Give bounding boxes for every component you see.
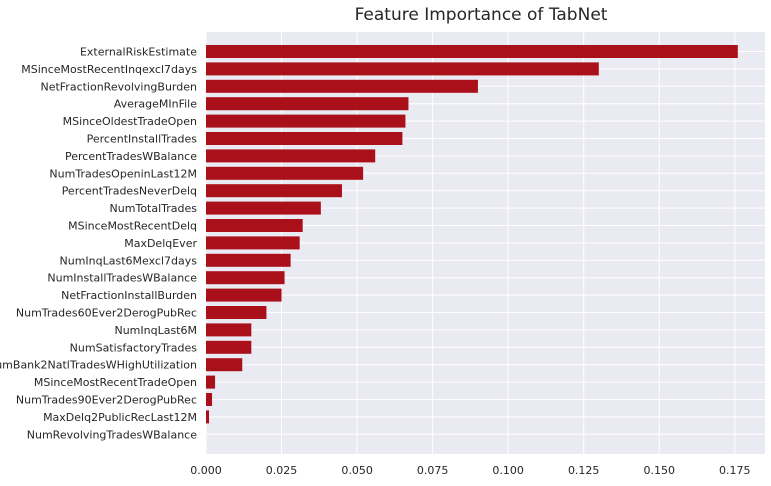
- category-label: NetFractionRevolvingBurden: [40, 80, 197, 93]
- category-label: NumTradesOpeninLast12M: [49, 167, 197, 180]
- bar: [206, 323, 252, 337]
- chart-title: Feature Importance of TabNet: [355, 5, 608, 25]
- bar: [206, 62, 599, 76]
- x-tick-label: 0.175: [719, 464, 751, 477]
- category-label: PercentInstallTrades: [87, 133, 198, 146]
- category-label: ExternalRiskEstimate: [80, 46, 197, 59]
- category-label: MSinceOldestTradeOpen: [63, 115, 197, 128]
- bar: [206, 97, 409, 111]
- bar: [206, 201, 321, 215]
- category-label: NumRevolvingTradesWBalance: [27, 428, 197, 441]
- bar: [206, 114, 406, 128]
- category-label: PercentTradesWBalance: [65, 150, 197, 163]
- bar: [206, 79, 478, 93]
- category-label: NumSatisfactoryTrades: [70, 341, 198, 354]
- x-tick-labels: 0.000 0.025 0.050 0.075 0.100 0.125 0.150 0.175: [190, 464, 750, 477]
- bar: [206, 340, 252, 354]
- category-label: MSinceMostRecentDelq: [68, 220, 197, 233]
- bar: [206, 132, 403, 145]
- x-tick-label: 0.150: [643, 464, 675, 477]
- category-label: MSinceMostRecentInqexcl7days: [21, 63, 197, 76]
- bar: [206, 236, 300, 250]
- x-tick-label: 0.075: [417, 464, 449, 477]
- x-tick-label: 0.025: [266, 464, 298, 477]
- category-label: NetFractionInstallBurden: [61, 289, 197, 302]
- bar: [206, 219, 303, 232]
- bar: [206, 410, 210, 424]
- category-label: AverageMInFile: [114, 98, 198, 111]
- x-tick-label: 0.100: [492, 464, 524, 477]
- category-label: NumTotalTrades: [110, 202, 198, 215]
- category-label: NumBank2NatlTradesWHighUtilization: [0, 359, 197, 372]
- bar: [206, 45, 738, 58]
- bar: [206, 253, 291, 267]
- x-tick-label: 0.050: [341, 464, 373, 477]
- bar: [206, 306, 267, 319]
- category-label: MaxDelq2PublicRecLast12M: [43, 411, 197, 424]
- bar: [206, 166, 364, 180]
- bar: [206, 288, 282, 302]
- bar: [206, 184, 342, 198]
- bar: [206, 271, 285, 285]
- category-label: NumInqLast6M: [114, 324, 197, 337]
- category-label: NumInstallTradesWBalance: [47, 272, 197, 285]
- category-label: NumTrades90Ever2DerogPubRec: [16, 394, 197, 407]
- bar: [206, 358, 243, 372]
- bar: [206, 375, 216, 389]
- bars: [206, 45, 738, 424]
- bar: [206, 149, 376, 163]
- category-label: MaxDelqEver: [124, 237, 197, 250]
- category-labels: ExternalRiskEstimate MSinceMostRecentInqe…: [0, 46, 197, 442]
- x-tick-label: 0.000: [190, 464, 222, 477]
- category-label: PercentTradesNeverDelq: [62, 185, 197, 198]
- x-tick-label: 0.125: [568, 464, 600, 477]
- category-label: NumInqLast6Mexcl7days: [60, 254, 198, 267]
- category-label: MSinceMostRecentTradeOpen: [34, 376, 197, 389]
- category-label: NumTrades60Ever2DerogPubRec: [16, 307, 197, 320]
- bar: [206, 393, 213, 406]
